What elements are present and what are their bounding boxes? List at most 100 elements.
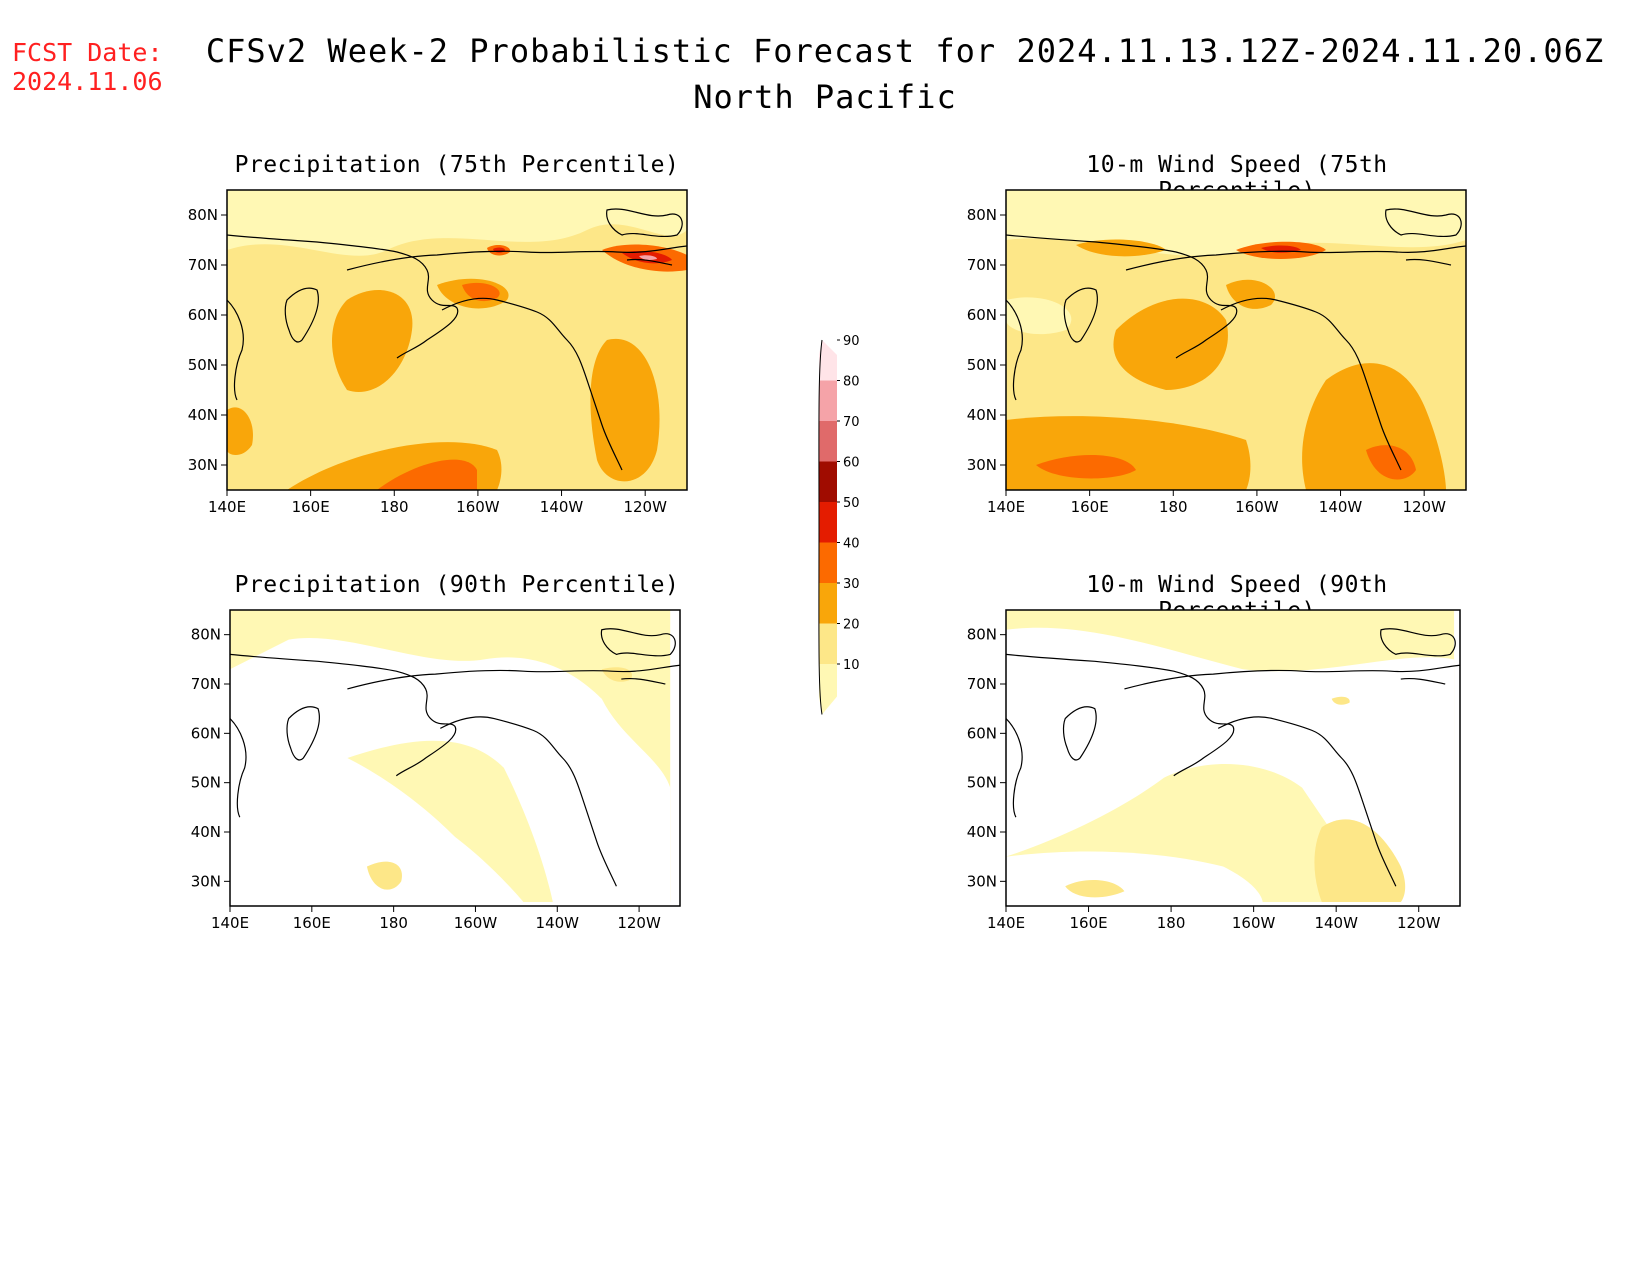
- colorbar-tick-label: 30: [843, 577, 860, 592]
- page-subtitle: North Pacific: [693, 78, 957, 116]
- coastline: [1063, 287, 1098, 343]
- coastline: [1380, 628, 1456, 657]
- lat-tick-label: 80N: [191, 626, 221, 644]
- lon-tick-label: 140W: [536, 914, 580, 932]
- lat-tick-label: 30N: [967, 456, 997, 474]
- lon-tick-label: 180: [380, 498, 409, 516]
- shaded-region: [1113, 298, 1228, 390]
- lon-tick-label: 140E: [987, 498, 1025, 516]
- colorbar-tick-label: 70: [843, 415, 860, 430]
- colorbar-tick-label: 80: [843, 375, 860, 390]
- lat-tick-label: 60N: [967, 306, 997, 324]
- lon-tick-label: 120W: [1397, 914, 1441, 932]
- colorbar-swatch: [819, 623, 837, 664]
- coastline: [227, 299, 244, 401]
- coastline: [1220, 297, 1402, 471]
- shaded-region: [1036, 454, 1136, 479]
- colorbar-swatch: [819, 542, 837, 583]
- lat-tick-label: 70N: [967, 675, 997, 693]
- coastline: [230, 653, 457, 777]
- map-precip-90: 80N 70N 60N 50N 40N 30N 140E 160E 180 160W 140W 120…: [191, 609, 681, 932]
- colorbar-swatch: [819, 340, 837, 381]
- map-frame: [226, 189, 688, 491]
- forecast-date-label: FCST Date:: [12, 38, 163, 67]
- coastline: [600, 628, 676, 657]
- shaded-region: [230, 747, 524, 903]
- lat-tick-label: 80N: [967, 626, 997, 644]
- map-frame: [1005, 609, 1461, 907]
- coastline: [1006, 299, 1023, 401]
- map-wind-90: 80N 70N 60N 50N 40N 30N 140E 160E 180 160W 140W 120…: [967, 609, 1461, 932]
- lon-tick-label: 140W: [1319, 498, 1363, 516]
- lat-tick-label: 50N: [967, 356, 997, 374]
- coastline: [1400, 677, 1446, 685]
- shaded-region: [1006, 297, 1072, 335]
- panel-title-precip-75: Precipitation (75th Percentile): [234, 152, 680, 178]
- colorbar-tick-label: 90: [843, 334, 860, 349]
- lat-tick-label: 60N: [188, 306, 218, 324]
- panel-title-precip-90: Precipitation (90th Percentile): [234, 572, 680, 598]
- coastline: [440, 716, 617, 887]
- lon-tick-label: 160E: [293, 914, 331, 932]
- lon-tick-label: 160E: [292, 498, 330, 516]
- lon-tick-label: 180: [1159, 498, 1188, 516]
- lon-tick-label: 140E: [987, 914, 1025, 932]
- coastline: [626, 258, 673, 266]
- lat-tick-label: 50N: [188, 356, 218, 374]
- map-frame: [229, 609, 681, 907]
- lat-tick-label: 40N: [188, 406, 218, 424]
- colorbar-swatch: [819, 421, 837, 462]
- lon-tick-label: 180: [379, 914, 408, 932]
- coastline: [441, 297, 623, 471]
- lon-tick-label: 120W: [617, 914, 661, 932]
- colorbar-tick-label: 20: [843, 618, 860, 633]
- lat-tick-label: 30N: [188, 456, 218, 474]
- lon-tick-label: 160E: [1069, 914, 1107, 932]
- colorbar-tick-label: 60: [843, 456, 860, 471]
- lat-tick-label: 80N: [967, 206, 997, 224]
- coastline: [1062, 706, 1097, 761]
- lat-tick-label: 50N: [967, 774, 997, 792]
- coastline: [1006, 718, 1023, 818]
- lat-tick-label: 70N: [188, 256, 218, 274]
- lon-tick-label: 140E: [211, 914, 249, 932]
- shaded-region: [230, 638, 671, 903]
- colorbar-swatch: [819, 380, 837, 421]
- colorbar: 10 20 30 40 50 60 70 80 90: [818, 334, 860, 715]
- coastline: [606, 208, 683, 238]
- colorbar-swatch: [819, 461, 837, 502]
- colorbar-tick-label: 10: [843, 658, 860, 673]
- shaded-region: [227, 407, 253, 455]
- map-frame: [1005, 189, 1467, 491]
- shaded-region: [332, 290, 413, 392]
- coastline: [286, 706, 320, 761]
- lat-tick-label: 40N: [967, 406, 997, 424]
- colorbar-tick-label: 50: [843, 496, 860, 511]
- coastline: [227, 234, 459, 359]
- coastline: [346, 245, 687, 271]
- lat-tick-label: 30N: [191, 872, 221, 890]
- lat-tick-label: 80N: [188, 206, 218, 224]
- coastline: [230, 718, 247, 818]
- lon-tick-label: 120W: [1402, 498, 1446, 516]
- colorbar-tick-label: 40: [843, 537, 860, 552]
- coastline: [1405, 258, 1452, 266]
- lon-tick-label: 160W: [1232, 914, 1276, 932]
- lon-tick-label: 160W: [454, 914, 498, 932]
- map-precip-75: 80N 70N 60N 50N 40N 30N 140E 160E 180 160W 140W 120…: [188, 189, 688, 516]
- coastline: [1006, 653, 1235, 777]
- coastline: [1124, 664, 1460, 690]
- coastline: [1217, 716, 1397, 887]
- shaded-region: [366, 861, 402, 890]
- lat-tick-label: 40N: [191, 823, 221, 841]
- page-title: CFSv2 Week-2 Probabilistic Forecast for …: [205, 32, 1605, 70]
- lon-tick-label: 160E: [1071, 498, 1109, 516]
- shaded-region: [377, 459, 477, 490]
- colorbar-swatch: [819, 502, 837, 543]
- shaded-region: [1076, 239, 1166, 257]
- lon-tick-label: 160W: [1235, 498, 1279, 516]
- shaded-region: [472, 314, 609, 443]
- coastline: [1006, 234, 1238, 359]
- coastline: [347, 664, 680, 690]
- shaded-region: [590, 338, 660, 482]
